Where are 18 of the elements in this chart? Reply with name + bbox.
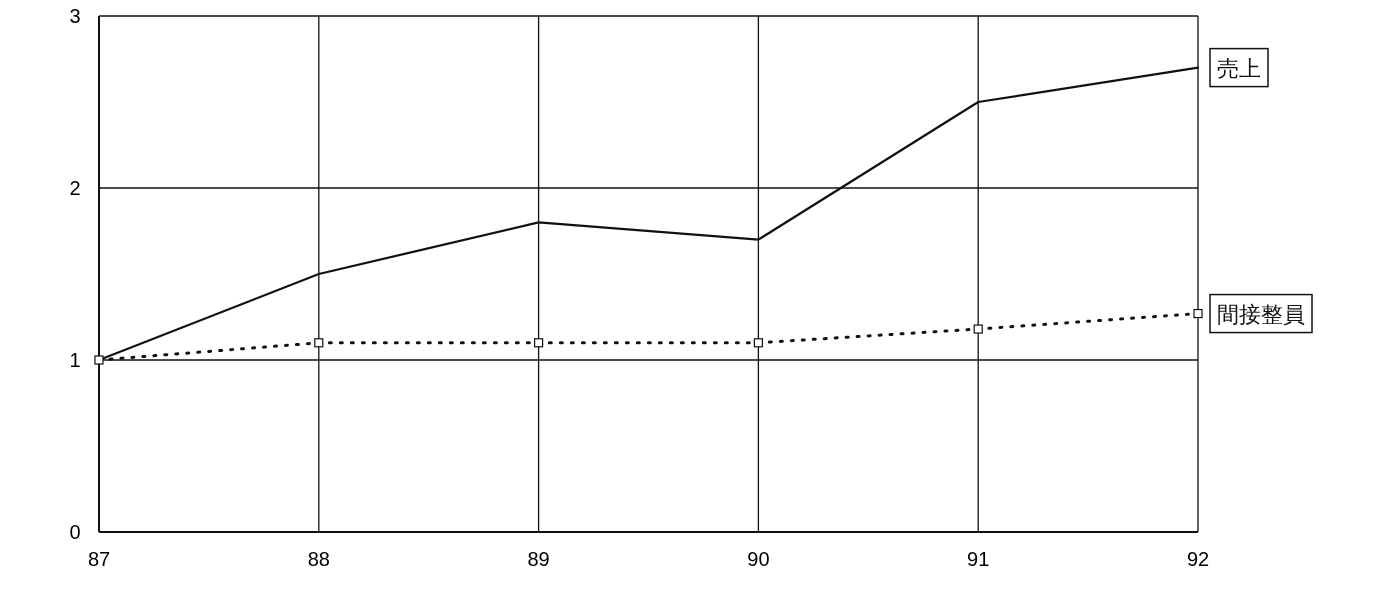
point [1193,308,1203,319]
y-tick-label: 3 [69,5,81,27]
point [973,324,983,334]
series-label: 間接整員 [1217,301,1305,327]
y-tick-label: 2 [69,177,81,199]
series-label: 売上 [1217,55,1261,81]
point [753,338,763,348]
point [534,338,544,348]
x-tick-label: 90 [747,548,770,570]
x-tick-label: 88 [307,548,330,570]
point [94,355,104,365]
y-tick-label: 0 [69,521,81,543]
x-tick-label: 87 [87,548,111,570]
x-tick-label: 91 [967,548,990,570]
y-tick-label: 1 [69,349,81,371]
point [314,338,324,348]
x-tick-label: 89 [527,548,550,570]
x-tick-label: 92 [1186,548,1210,570]
